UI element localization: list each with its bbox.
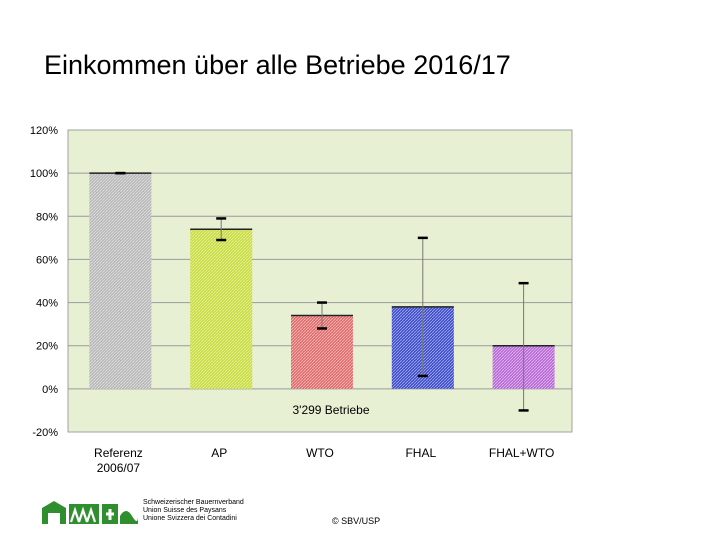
bar-texture: [89, 173, 152, 389]
y-tick-label: 60%: [36, 254, 58, 266]
x-tick-label: AP: [211, 446, 227, 460]
x-tick-label: WTO: [306, 446, 334, 460]
x-tick-label: FHAL+WTO: [489, 446, 554, 460]
bar-2: [190, 228, 253, 389]
slide-title: Einkommen über alle Betriebe 2016/17: [44, 50, 511, 80]
income-bar-chart: 120% 100% 80% 60% 40% 20% 0% -20% Referenz 2006/…: [30, 125, 573, 475]
y-tick-label: -20%: [32, 427, 58, 439]
x-tick-label: Referenz 2006/07: [94, 446, 143, 475]
error-bar-5: [518, 281, 529, 412]
sbv-logo-mark: [42, 501, 138, 524]
y-axis: 120% 100% 80% 60% 40% 20% 0% -20%: [30, 125, 58, 439]
error-bar-3: [317, 301, 327, 330]
organisation-name: Schweizerischer Bauernverband Union Suis…: [143, 499, 244, 523]
x-axis: Referenz 2006/07 AP WTO FHAL FHAL+WTO: [94, 446, 554, 475]
org-line-it: Unione Svizzera dei Contadini: [143, 515, 237, 522]
bar-texture: [190, 229, 253, 389]
y-tick-label: 80%: [36, 211, 58, 223]
y-tick-label: 0%: [42, 384, 58, 396]
error-bar-4: [417, 236, 428, 378]
org-line-de: Schweizerischer Bauernverband: [143, 499, 244, 506]
sbv-logo: [42, 501, 138, 524]
error-bars: [115, 171, 529, 412]
y-tick-label: 20%: [36, 341, 58, 353]
y-tick-label: 100%: [30, 168, 58, 180]
sample-size-annotation: 3'299 Betriebe: [292, 403, 369, 417]
x-tick-label: FHAL: [405, 446, 436, 460]
copyright-notice: © SBV/USP: [332, 516, 381, 526]
error-bar-2: [216, 217, 227, 242]
org-line-fr: Union Suisse des Paysans: [143, 507, 227, 514]
y-tick-label: 120%: [30, 125, 58, 137]
y-tick-label: 40%: [36, 298, 58, 310]
bar-1: [89, 172, 152, 389]
